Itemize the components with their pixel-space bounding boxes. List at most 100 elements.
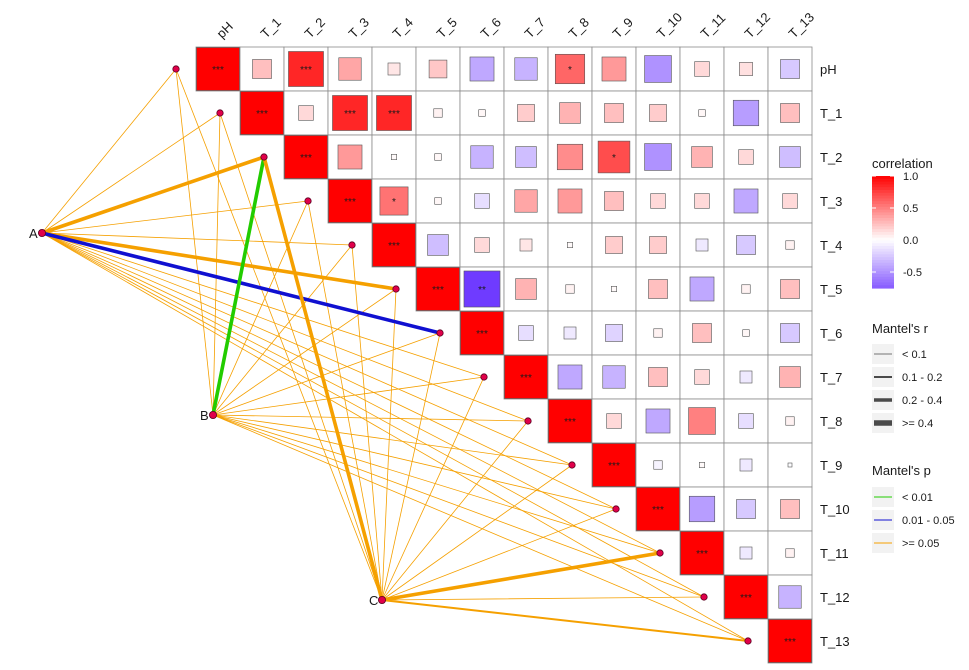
cell-square xyxy=(644,55,672,83)
cell-square xyxy=(636,487,680,531)
cell-square xyxy=(604,191,624,211)
cell-square xyxy=(738,149,754,165)
variable-node xyxy=(436,329,444,337)
colorbar-segment xyxy=(872,246,894,250)
cell-square xyxy=(741,284,751,294)
significance-label: *** xyxy=(300,65,312,76)
significance-label: * xyxy=(392,197,396,208)
cell-square xyxy=(688,407,716,435)
cell-square xyxy=(288,51,324,87)
cell-square xyxy=(742,329,750,337)
colorbar-segment xyxy=(872,234,894,239)
cell-square xyxy=(337,144,363,170)
cell-square xyxy=(240,91,284,135)
mantel-link xyxy=(41,232,661,554)
row-label: T_6 xyxy=(820,326,842,341)
cell-square xyxy=(597,140,631,174)
row-label: T_3 xyxy=(820,194,842,209)
cell-square xyxy=(778,585,802,609)
group-label: A xyxy=(29,226,38,241)
cell-square xyxy=(387,62,401,76)
cell-square xyxy=(739,546,753,560)
mantel-link xyxy=(41,232,485,378)
colorbar-segment xyxy=(872,223,894,227)
mantel-r-legend-title: Mantel's r xyxy=(872,321,929,336)
significance-label: *** xyxy=(344,197,356,208)
cell-square xyxy=(379,186,409,216)
mantel-link xyxy=(212,414,617,510)
colorbar-segment xyxy=(872,260,894,264)
cell-square xyxy=(739,370,753,384)
colorbar-segment xyxy=(872,195,894,199)
mantel-link xyxy=(381,464,573,601)
cell-square xyxy=(644,143,672,171)
row-label: T_10 xyxy=(820,502,850,517)
colorbar-segment xyxy=(872,279,894,283)
cell-square xyxy=(338,57,362,81)
cell-square xyxy=(196,47,240,91)
row-label: T_7 xyxy=(820,370,842,385)
cell-square xyxy=(724,575,768,619)
cell-square xyxy=(787,462,793,468)
significance-label: *** xyxy=(564,417,576,428)
cell-square xyxy=(785,416,795,426)
colorbar-tick-label: 0.5 xyxy=(903,203,918,215)
variable-node xyxy=(656,549,664,557)
colorbar-segment xyxy=(872,184,894,188)
colorbar-segment xyxy=(872,226,894,230)
cell-square xyxy=(732,99,760,127)
colorbar-segment xyxy=(872,262,894,267)
variable-node xyxy=(744,637,752,645)
column-label: pH xyxy=(214,19,236,41)
correlation-heatmap: *** *** **** *** ****** **** ******* **********… xyxy=(195,46,813,664)
significance-label: *** xyxy=(212,65,224,76)
cell-square xyxy=(563,326,577,340)
colorbar-segment xyxy=(872,220,894,225)
cell-square xyxy=(689,276,715,302)
cell-square xyxy=(611,286,617,292)
cell-square xyxy=(514,189,538,213)
group-label: B xyxy=(200,408,209,423)
cell-square xyxy=(785,240,795,250)
colorbar-segment xyxy=(872,251,894,255)
cell-square xyxy=(733,188,759,214)
cell-square xyxy=(680,531,724,575)
column-label: T_7 xyxy=(522,15,548,41)
row-label: T_1 xyxy=(820,106,842,121)
cell-square xyxy=(780,103,800,123)
variable-node xyxy=(260,153,268,161)
mantel-link xyxy=(212,414,529,422)
cell-square xyxy=(557,364,583,390)
mantel-link xyxy=(381,596,705,601)
variable-node xyxy=(480,373,488,381)
mantel-link xyxy=(262,155,384,602)
cell-square xyxy=(460,311,504,355)
mantel-link xyxy=(212,414,573,466)
variable-node xyxy=(524,417,532,425)
significance-label: *** xyxy=(344,109,356,120)
cell-square xyxy=(376,95,412,131)
cell-square xyxy=(463,270,501,308)
cell-square xyxy=(515,278,537,300)
cell-square xyxy=(469,56,495,82)
cell-square xyxy=(428,59,448,79)
cell-square xyxy=(328,179,372,223)
cell-square xyxy=(548,399,592,443)
cell-square xyxy=(736,235,756,255)
cell-square xyxy=(699,462,705,468)
significance-label: *** xyxy=(696,549,708,560)
mantel-link xyxy=(212,376,485,416)
cell-square xyxy=(645,408,671,434)
cell-square xyxy=(433,108,443,118)
cell-square xyxy=(605,236,623,254)
cell-square xyxy=(565,284,575,294)
row-label: T_8 xyxy=(820,414,842,429)
cell-square xyxy=(698,109,706,117)
cell-square xyxy=(736,499,756,519)
mantel-link xyxy=(41,112,221,234)
significance-label: *** xyxy=(388,109,400,120)
cell-square xyxy=(332,95,368,131)
colorbar-tick-label: 0.0 xyxy=(903,235,918,247)
cell-square xyxy=(649,236,667,254)
